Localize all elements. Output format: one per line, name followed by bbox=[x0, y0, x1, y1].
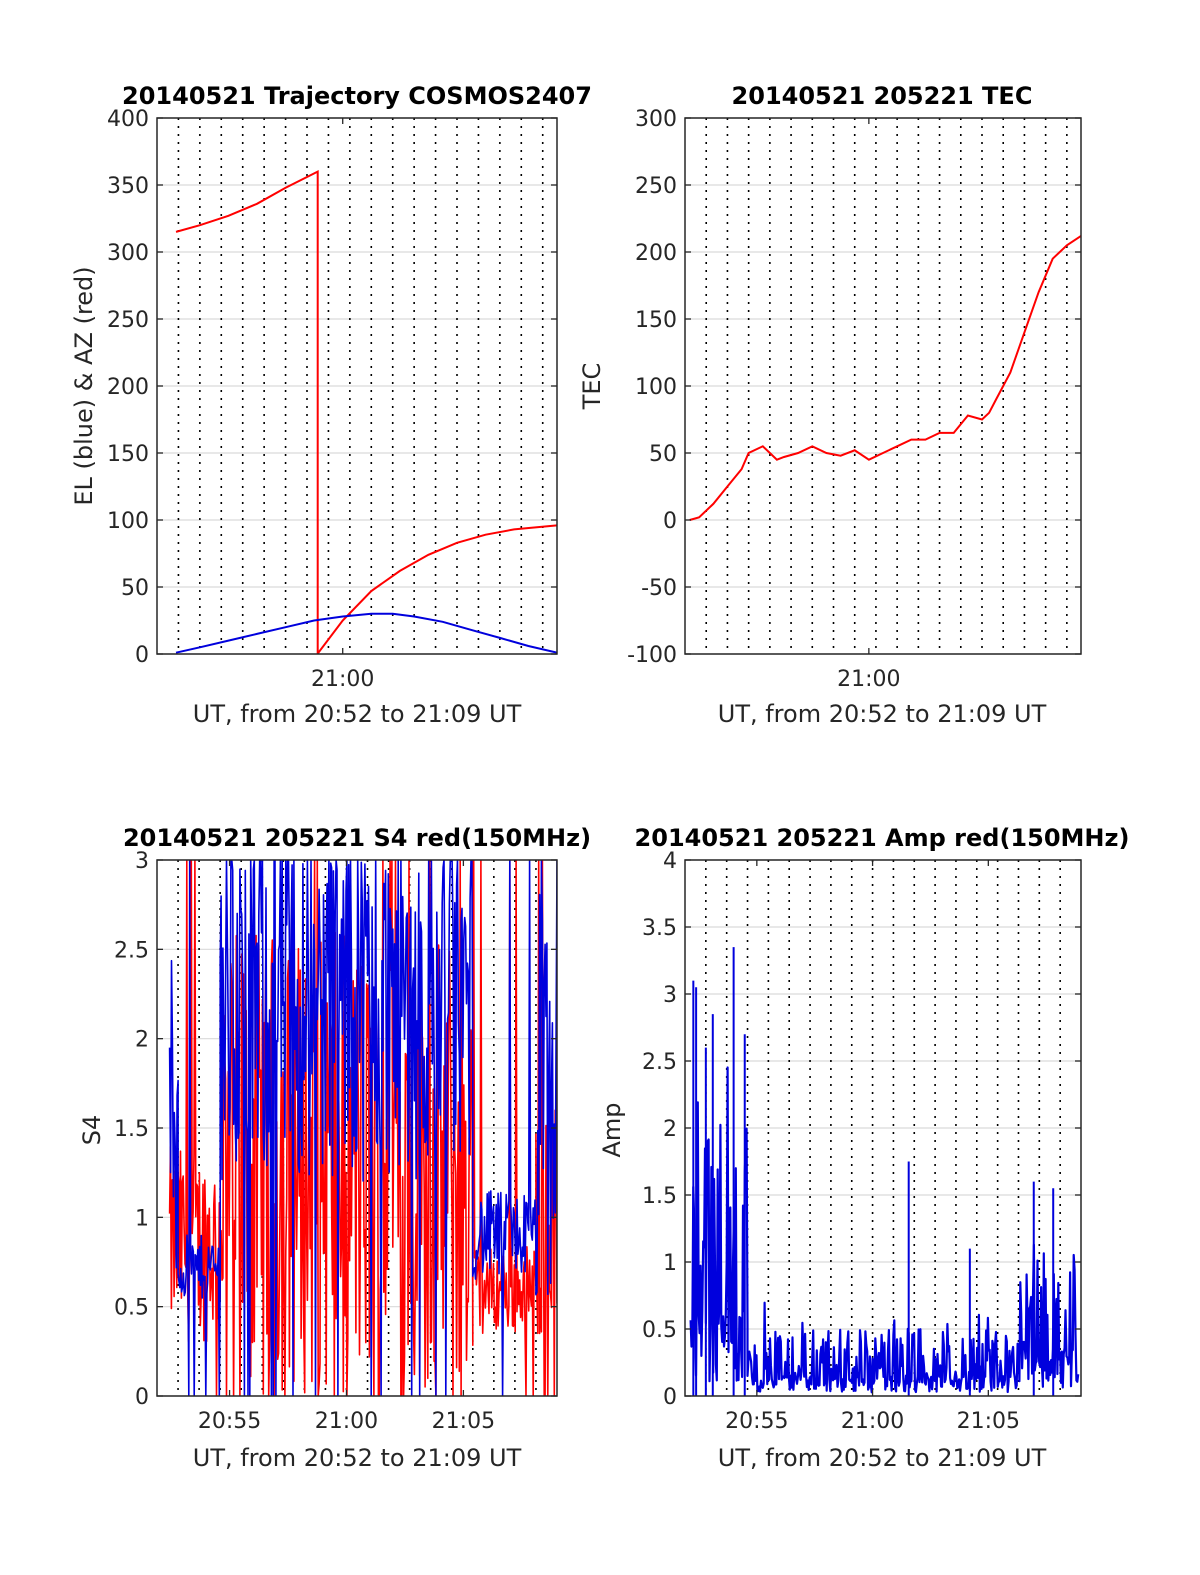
y-tick-label: 0 bbox=[135, 643, 149, 668]
y-tick-label: 50 bbox=[121, 576, 149, 601]
y-tick-label: 2 bbox=[135, 1028, 149, 1053]
y-tick-label: 250 bbox=[635, 174, 677, 199]
x-axis-label: UT, from 20:52 to 21:09 UT bbox=[718, 700, 1047, 728]
red-series-line bbox=[689, 235, 1081, 521]
y-tick-label: 150 bbox=[107, 442, 149, 467]
plot-area bbox=[689, 947, 1080, 1396]
x-tick-label: 21:00 bbox=[841, 1409, 904, 1434]
y-tick-label: 300 bbox=[107, 241, 149, 266]
plot-area bbox=[175, 169, 557, 654]
y-tick-label: 0.5 bbox=[114, 1296, 149, 1321]
x-tick-label: 20:55 bbox=[725, 1409, 788, 1434]
y-tick-label: 3 bbox=[663, 983, 677, 1008]
plot-area bbox=[168, 860, 557, 1396]
red-series-line bbox=[175, 169, 557, 654]
s4-chart: 20140521 205221 S4 red(150MHz) UT, from … bbox=[78, 824, 591, 1472]
amp-chart: 20140521 205221 Amp red(150MHz) UT, from… bbox=[598, 824, 1129, 1472]
y-tick-label: 1.5 bbox=[642, 1184, 677, 1209]
y-tick-label: 0 bbox=[663, 509, 677, 534]
y-tick-label: 3 bbox=[135, 849, 149, 874]
y-tick-label: 2.5 bbox=[114, 938, 149, 963]
blue-series-line bbox=[689, 1066, 1080, 1394]
y-tick-label: 250 bbox=[107, 308, 149, 333]
plot-area bbox=[689, 235, 1081, 521]
blue-series-line bbox=[168, 860, 557, 1396]
tec-chart: 20140521 205221 TEC UT, from 20:52 to 21… bbox=[578, 82, 1082, 728]
y-tick-label: -50 bbox=[641, 576, 677, 601]
y-tick-label: 150 bbox=[635, 308, 677, 333]
y-axis-label: EL (blue) & AZ (red) bbox=[70, 266, 98, 505]
x-tick-label: 21:00 bbox=[315, 1409, 378, 1434]
y-tick-label: 1 bbox=[135, 1206, 149, 1231]
y-tick-label: 1.5 bbox=[114, 1117, 149, 1142]
y-tick-label: 0 bbox=[135, 1385, 149, 1410]
y-axis-label: Amp bbox=[598, 1102, 626, 1157]
y-tick-label: 2.5 bbox=[642, 1050, 677, 1075]
y-tick-label: 200 bbox=[107, 375, 149, 400]
x-tick-label: 21:00 bbox=[311, 667, 374, 692]
x-axis-label: UT, from 20:52 to 21:09 UT bbox=[193, 1444, 522, 1472]
y-tick-label: 3.5 bbox=[642, 916, 677, 941]
y-tick-label: 100 bbox=[635, 375, 677, 400]
y-tick-label: 300 bbox=[635, 107, 677, 132]
chart-title: 20140521 Trajectory COSMOS2407 bbox=[122, 82, 592, 110]
chart-title: 20140521 205221 S4 red(150MHz) bbox=[123, 824, 591, 852]
x-tick-label: 21:00 bbox=[837, 667, 900, 692]
y-tick-label: 1 bbox=[663, 1251, 677, 1276]
x-axis-label: UT, from 20:52 to 21:09 UT bbox=[193, 700, 522, 728]
y-tick-label: 2 bbox=[663, 1117, 677, 1142]
y-tick-label: 100 bbox=[107, 509, 149, 534]
y-tick-label: -100 bbox=[627, 643, 677, 668]
x-tick-label: 21:05 bbox=[957, 1409, 1020, 1434]
x-axis-label: UT, from 20:52 to 21:09 UT bbox=[718, 1444, 1047, 1472]
y-axis-label: TEC bbox=[578, 363, 606, 411]
y-axis-label: S4 bbox=[78, 1115, 106, 1146]
y-tick-label: 0.5 bbox=[642, 1318, 677, 1343]
y-tick-label: 4 bbox=[663, 849, 677, 874]
y-tick-label: 350 bbox=[107, 174, 149, 199]
y-tick-label: 50 bbox=[649, 442, 677, 467]
x-tick-label: 21:05 bbox=[432, 1409, 495, 1434]
y-tick-label: 200 bbox=[635, 241, 677, 266]
chart-title: 20140521 205221 TEC bbox=[732, 82, 1033, 110]
x-tick-label: 20:55 bbox=[198, 1409, 261, 1434]
y-tick-label: 0 bbox=[663, 1385, 677, 1410]
blue-series-line bbox=[175, 612, 557, 654]
chart-title: 20140521 205221 Amp red(150MHz) bbox=[635, 824, 1130, 852]
trajectory-chart: 20140521 Trajectory COSMOS2407 UT, from … bbox=[70, 82, 592, 728]
y-tick-label: 400 bbox=[107, 107, 149, 132]
